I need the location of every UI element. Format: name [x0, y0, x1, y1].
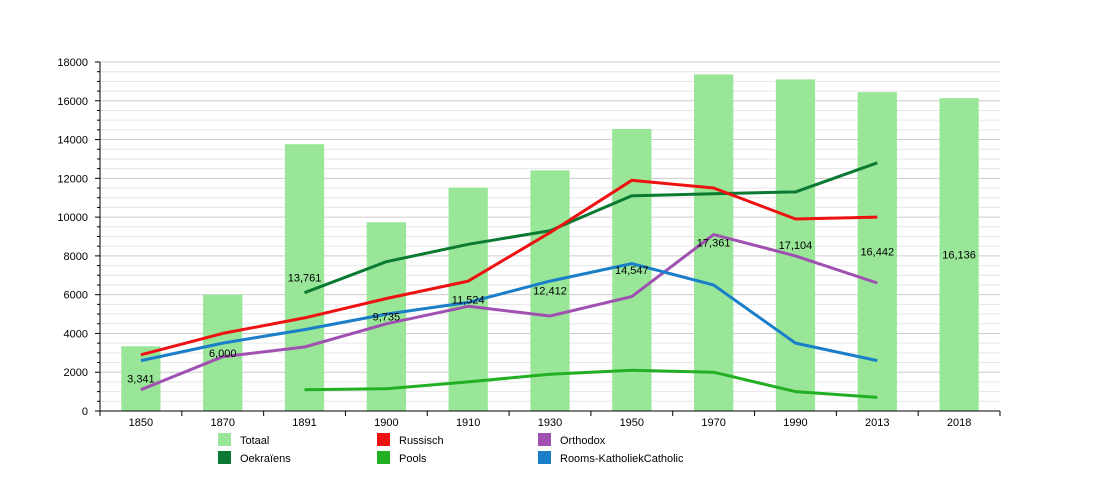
legend-swatch	[538, 451, 551, 464]
y-tick-label: 14000	[57, 135, 88, 147]
y-tick-label: 0	[82, 406, 88, 418]
y-tick-label: 12000	[57, 173, 88, 185]
legend-entry-label: Totaal	[240, 435, 269, 447]
legend-entry-label: Oekraïens	[240, 453, 291, 465]
x-tick-label: 1850	[129, 417, 153, 429]
bars	[121, 74, 979, 412]
x-tick-label: 1970	[701, 417, 725, 429]
bar-value-label: 11,524	[452, 294, 485, 306]
legend-entry-label: Russisch	[399, 435, 444, 447]
bar-value-label: 13,761	[288, 273, 322, 285]
y-tick-label: 8000	[64, 251, 88, 263]
x-tick-label: 1870	[210, 417, 234, 429]
x-tick-label: 1900	[374, 417, 398, 429]
series-lines	[140, 161, 878, 399]
bar-value-label: 6,000	[209, 348, 237, 360]
x-tick-label: 2018	[947, 417, 971, 429]
bar-totaal	[939, 98, 979, 411]
x-tick-label: 1950	[620, 417, 644, 429]
series-line	[140, 233, 878, 392]
bar-value-label: 14,547	[615, 265, 649, 277]
bar-value-label: 17,104	[779, 240, 813, 252]
series-line	[140, 262, 878, 363]
bar-totaal	[612, 128, 652, 411]
y-tick-label: 10000	[57, 212, 88, 224]
y-tick-label: 4000	[64, 328, 88, 340]
series-line	[140, 178, 878, 357]
bar-value-label: 16,136	[942, 250, 976, 262]
bar-totaal	[530, 170, 570, 411]
legend-entry-label: Rooms-KatholiekCatholic	[560, 453, 684, 465]
bar-value-label: 12,412	[533, 286, 567, 298]
x-tick-label: 1891	[292, 417, 316, 429]
data-labels: 3,341 6,000 13,761 9,735 11,524 12,412 14,547 1…	[127, 238, 976, 386]
bar-value-label: 17,361	[697, 238, 731, 250]
bar-value-label: 9,735	[373, 312, 401, 324]
y-tick-label: 2000	[64, 367, 88, 379]
legend: Totaal Russisch Orthodox Oekraïens Pools Room…	[218, 433, 684, 465]
bar-value-label: 16,442	[860, 247, 894, 259]
y-tick-label: 6000	[64, 290, 88, 302]
bar-totaal	[284, 144, 325, 411]
series-line	[303, 161, 878, 295]
legend-swatch	[377, 433, 390, 446]
legend-entry-label: Orthodox	[560, 435, 606, 447]
legend-swatch	[538, 433, 551, 446]
y-tick-label: 18000	[57, 57, 88, 69]
x-tick-label: 1990	[783, 417, 807, 429]
axes: 0 2000 4000 6000 8000 10000 12000 14000 16000 180…	[57, 57, 1001, 429]
legend-swatch	[218, 433, 231, 446]
x-tick-label: 1910	[456, 417, 480, 429]
bar-value-label: 3,341	[127, 374, 155, 386]
bar-totaal	[775, 79, 816, 412]
series-line	[304, 368, 878, 399]
y-tick-label: 16000	[57, 96, 88, 108]
x-tick-label: 2013	[865, 417, 889, 429]
bar-totaal	[203, 294, 243, 411]
legend-entry-label: Pools	[399, 453, 427, 465]
legend-swatch	[218, 451, 231, 464]
legend-swatch	[377, 451, 390, 464]
x-tick-label: 1930	[538, 417, 562, 429]
